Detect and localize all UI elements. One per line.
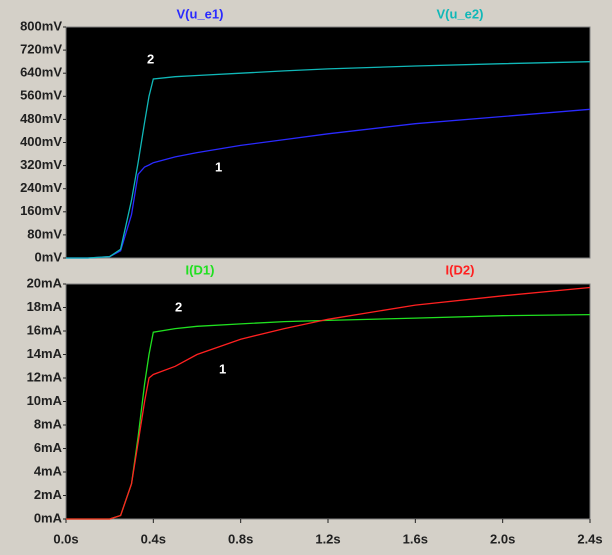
y-tick-label: 320mV — [20, 157, 62, 172]
y-tick-label: 20mA — [27, 275, 63, 290]
y-tick-label: 6mA — [34, 440, 63, 455]
legend-label: V(u_e1) — [177, 6, 224, 21]
y-tick-label: 14mA — [27, 346, 63, 361]
x-tick-label: 1.6s — [403, 531, 428, 546]
y-tick-label: 12mA — [27, 369, 63, 384]
legend-label: V(u_e2) — [437, 6, 484, 21]
y-tick-label: 4mA — [34, 463, 63, 478]
y-tick-label: 560mV — [20, 88, 62, 103]
plot-area — [65, 26, 591, 259]
series-line — [66, 286, 591, 520]
y-tick-label: 0mA — [34, 510, 63, 525]
series-line — [66, 61, 591, 259]
y-tick-label: 8mA — [34, 416, 63, 431]
y-tick-label: 400mV — [20, 134, 62, 149]
annotation: 1 — [219, 361, 226, 376]
y-tick-label: 800mV — [20, 18, 62, 33]
annotation: 2 — [175, 299, 182, 314]
x-tick-label: 0.8s — [228, 531, 253, 546]
y-tick-label: 160mV — [20, 203, 62, 218]
legend-label: I(D2) — [446, 262, 475, 277]
y-tick-label: 16mA — [27, 322, 63, 337]
x-tick-label: 1.2s — [315, 531, 340, 546]
y-tick-label: 0mV — [35, 249, 63, 264]
x-tick-label: 2.0s — [490, 531, 515, 546]
y-tick-label: 480mV — [20, 111, 62, 126]
annotation: 2 — [147, 51, 154, 66]
plot-area — [65, 283, 591, 520]
x-tick-label: 0.0s — [53, 531, 78, 546]
y-tick-label: 720mV — [20, 42, 62, 57]
y-tick-label: 240mV — [20, 180, 62, 195]
annotation: 1 — [215, 159, 222, 174]
series-line — [66, 108, 591, 259]
y-tick-label: 2mA — [34, 487, 63, 502]
y-tick-label: 18mA — [27, 299, 63, 314]
y-tick-label: 640mV — [20, 65, 62, 80]
y-tick-label: 10mA — [27, 393, 63, 408]
x-tick-label: 2.4s — [577, 531, 602, 546]
x-tick-label: 0.4s — [141, 531, 166, 546]
legend-label: I(D1) — [186, 262, 215, 277]
y-tick-label: 80mV — [27, 226, 62, 241]
